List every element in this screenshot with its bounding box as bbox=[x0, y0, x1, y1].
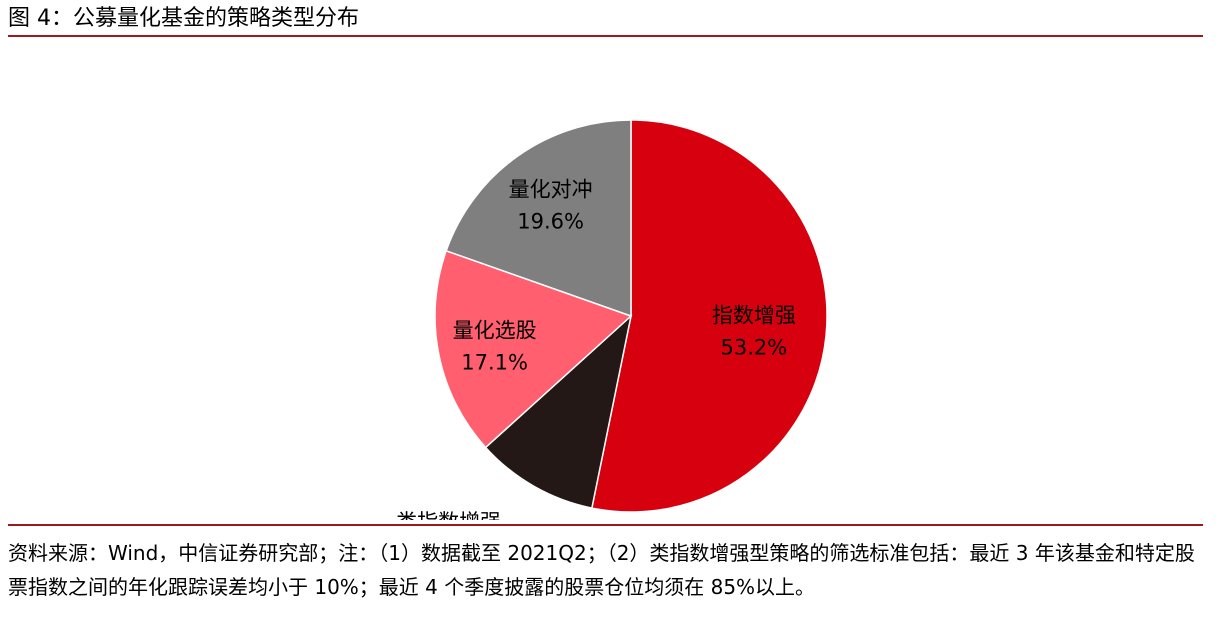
pie-slice-quasi-index-enhanced bbox=[484, 313, 633, 509]
title-divider bbox=[8, 35, 1203, 37]
pie-slice-quant-hedge bbox=[445, 119, 632, 318]
slice-label-quant-stock-selection: 量化选股 bbox=[453, 318, 537, 342]
pie-slice-quant-stock-selection bbox=[434, 249, 633, 449]
pie-slice-index-enhanced bbox=[590, 119, 828, 513]
source-note: 资料来源：Wind，中信证券研究部；注：（1）数据截至 2021Q2；（2）类指… bbox=[8, 541, 1195, 599]
slice-value-quant-hedge: 19.6% bbox=[517, 209, 584, 233]
figure-title: 图 4：公募量化基金的策略类型分布 bbox=[8, 6, 359, 31]
source-divider bbox=[8, 524, 1203, 526]
slice-label-quasi-index-enhanced: 类指数增强 bbox=[396, 510, 501, 520]
slice-label-quant-hedge: 量化对冲 bbox=[509, 177, 593, 201]
slice-value-quant-stock-selection: 17.1% bbox=[461, 350, 528, 374]
slice-value-index-enhanced: 53.2% bbox=[721, 335, 788, 359]
slice-label-index-enhanced: 指数增强 bbox=[712, 303, 796, 327]
